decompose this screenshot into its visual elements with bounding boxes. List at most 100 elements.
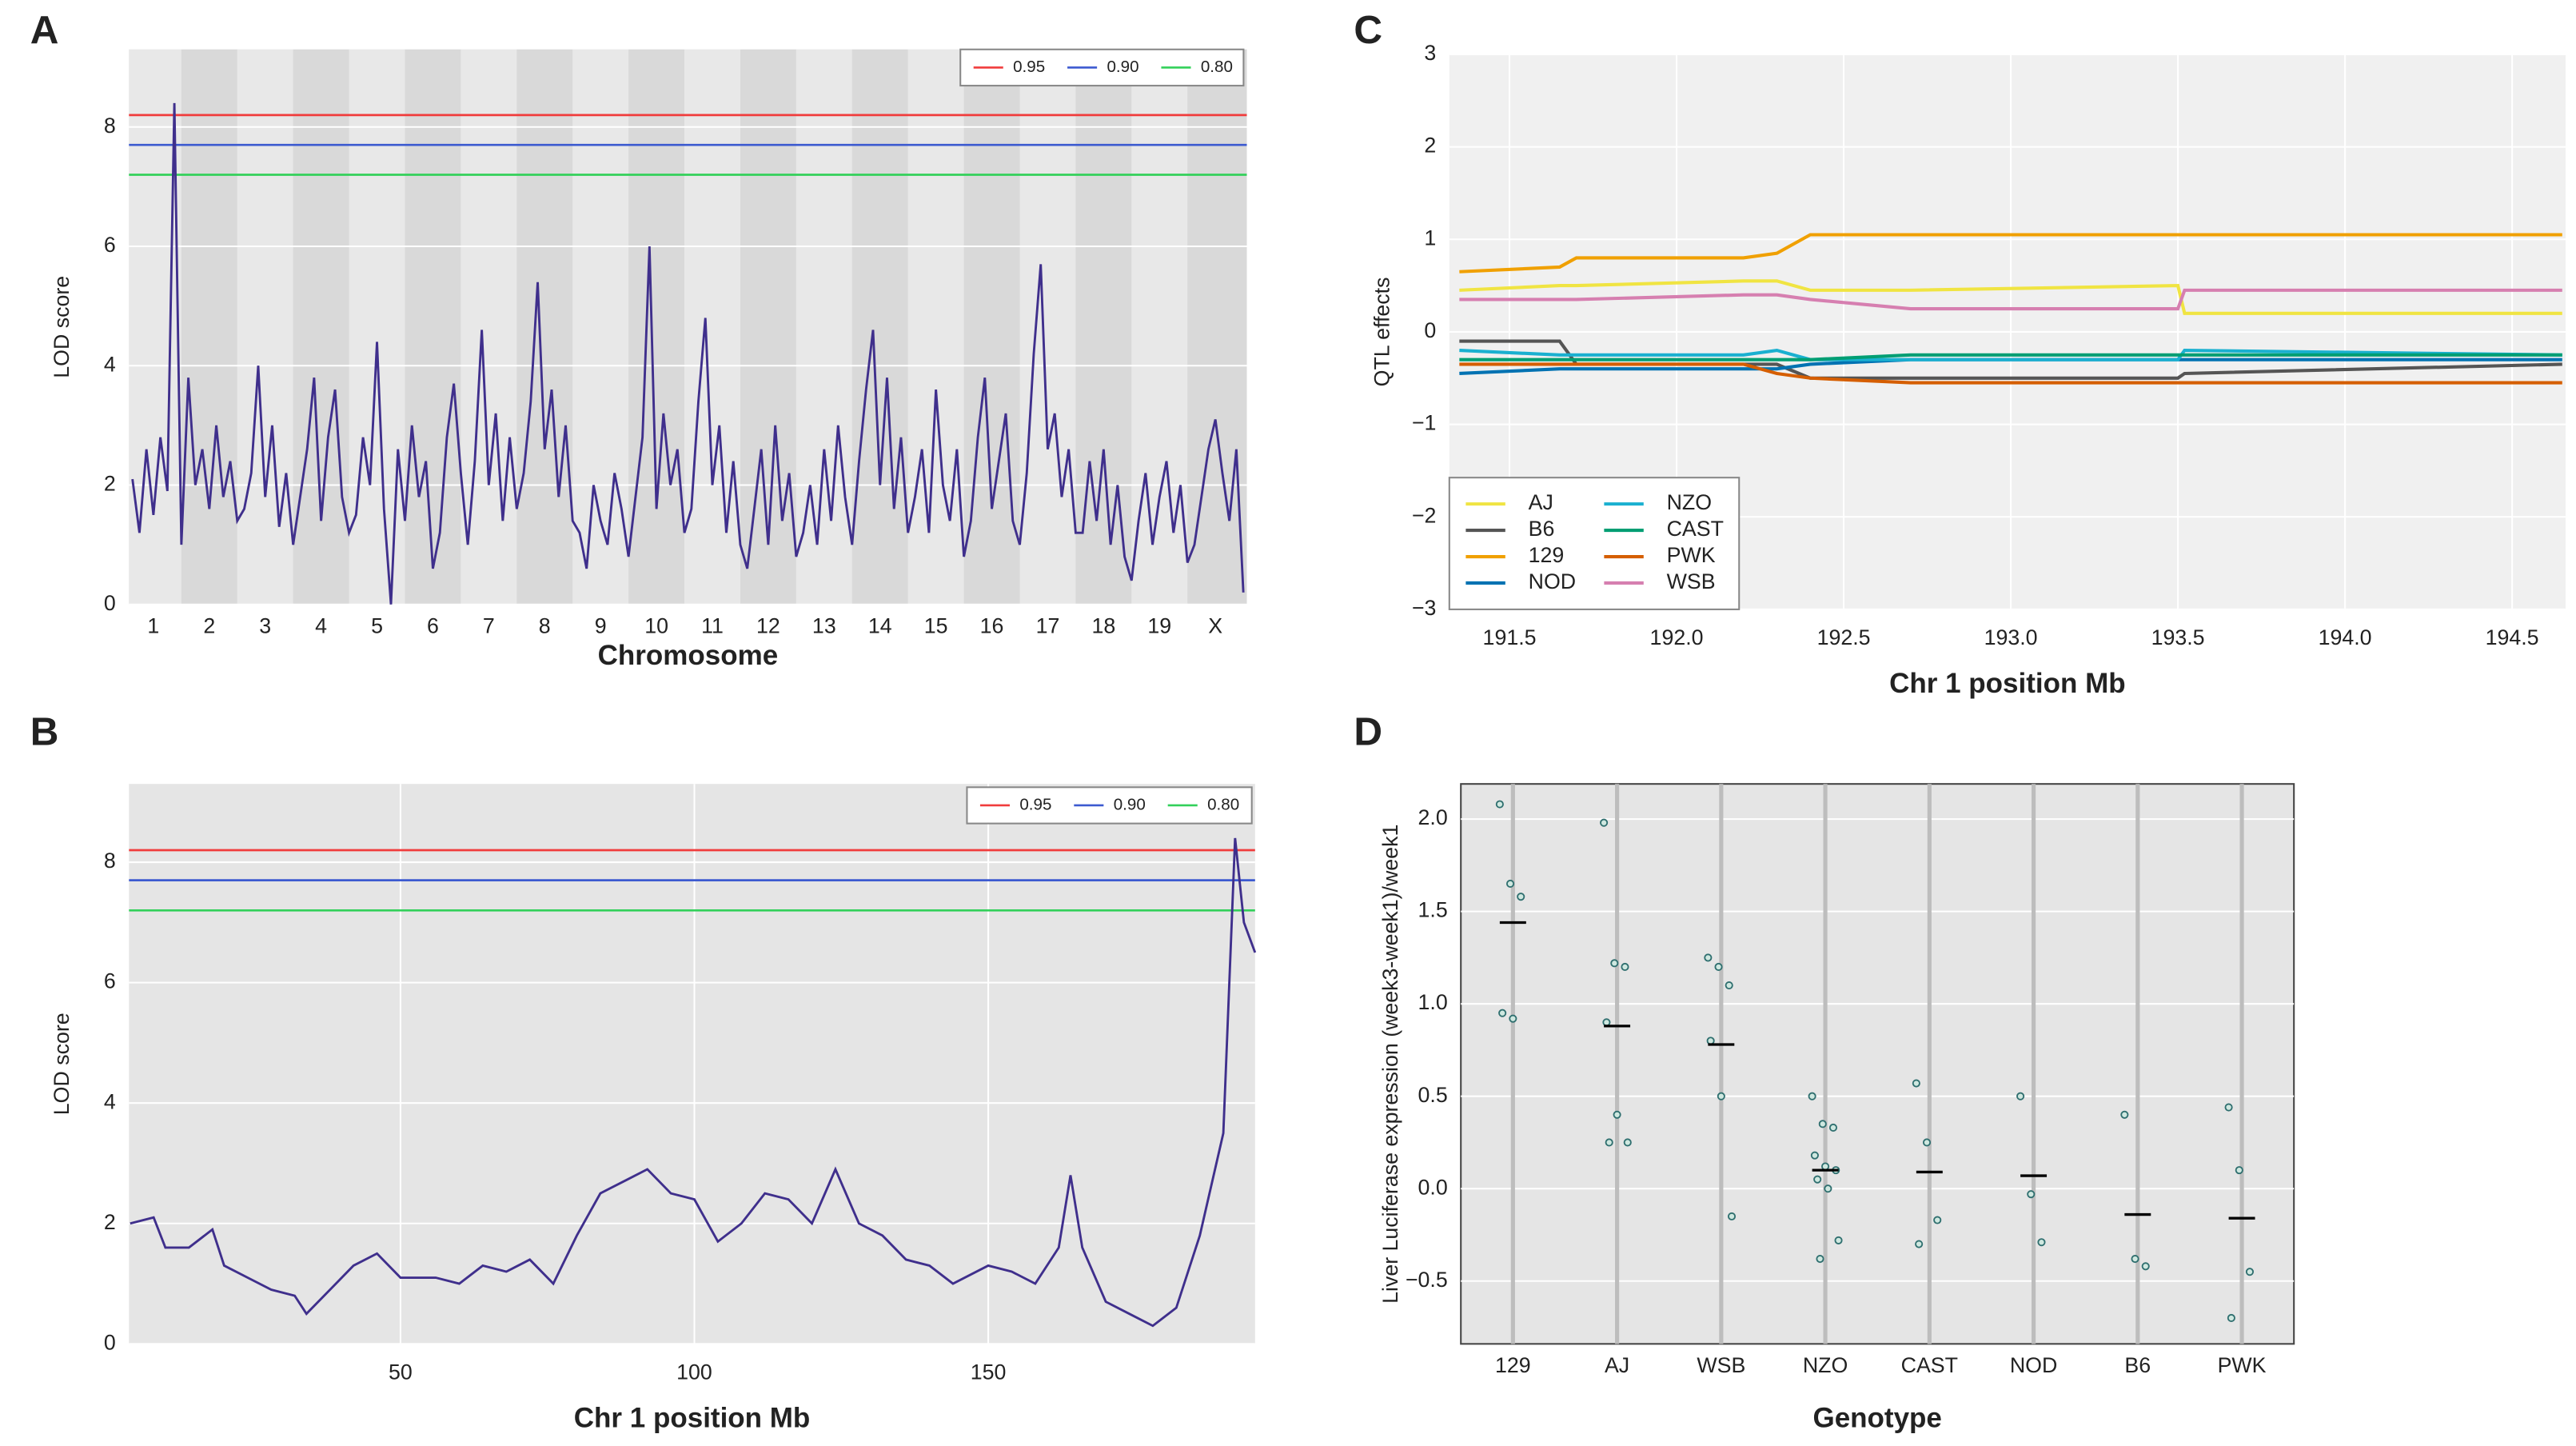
- x-tick-label: 150: [971, 1360, 1007, 1384]
- chromosome-band: [740, 49, 796, 605]
- x-tick-label: 192.5: [1817, 625, 1871, 649]
- y-tick-label: 1.5: [1418, 898, 1448, 922]
- x-tick-label: 191.5: [1483, 625, 1537, 649]
- y-tick-label: 1: [1424, 226, 1436, 250]
- data-point: [1704, 953, 1713, 962]
- data-point: [1824, 1184, 1832, 1193]
- data-line: [1459, 358, 2562, 376]
- chromosome-band: [684, 49, 740, 605]
- y-axis-title: Liver Luciferase expression (week3-week1…: [1378, 825, 1402, 1304]
- legend-label: WSB: [1667, 569, 1716, 593]
- data-point: [1813, 1175, 1822, 1184]
- data-point: [1834, 1236, 1843, 1244]
- data-point: [1706, 1037, 1715, 1045]
- y-tick-label: −2: [1412, 503, 1437, 527]
- data-line: [1459, 288, 2562, 311]
- x-tick-label: PWK: [2218, 1353, 2267, 1377]
- x-tick-label: 50: [389, 1360, 413, 1384]
- legend-label: 0.80: [1201, 58, 1233, 76]
- data-line: [131, 102, 1245, 605]
- data-point: [1816, 1254, 1824, 1264]
- panel-label: B: [30, 709, 59, 753]
- y-tick-label: −1: [1412, 411, 1437, 435]
- x-tick-label: 5: [371, 614, 383, 638]
- chromosome-band: [963, 49, 1020, 605]
- legend-label: 0.95: [1013, 58, 1045, 76]
- data-point: [1717, 1092, 1725, 1100]
- data-point: [2016, 1092, 2025, 1100]
- y-tick-label: 1.0: [1418, 990, 1448, 1014]
- data-line: [1459, 339, 2562, 380]
- data-point: [1509, 1014, 1517, 1023]
- x-tick-label: NZO: [1803, 1353, 1848, 1377]
- data-point: [2141, 1262, 2150, 1271]
- y-tick-label: 2.0: [1418, 805, 1448, 829]
- x-tick-label: B6: [2124, 1353, 2151, 1377]
- y-axis-title: LOD score: [50, 1013, 74, 1115]
- y-tick-label: 2: [1424, 134, 1436, 158]
- y-axis-title: QTL effects: [1370, 278, 1394, 387]
- legend-label: PWK: [1667, 543, 1716, 567]
- data-point: [2235, 1166, 2243, 1175]
- legend-label: CAST: [1667, 517, 1724, 541]
- x-tick-label: 16: [980, 614, 1004, 638]
- chromosome-band: [1019, 49, 1076, 605]
- x-tick-label: NOD: [2010, 1353, 2057, 1377]
- x-tick-label: 7: [483, 614, 495, 638]
- x-tick-label: 6: [427, 614, 439, 638]
- data-point: [2120, 1110, 2129, 1119]
- chromosome-band: [628, 49, 685, 605]
- y-tick-label: 3: [1424, 41, 1436, 65]
- plot-background: [129, 784, 1255, 1344]
- x-tick-label: 15: [924, 614, 948, 638]
- data-point: [1600, 818, 1609, 827]
- x-tick-label: 17: [1036, 614, 1060, 638]
- x-tick-label: 129: [1495, 1353, 1531, 1377]
- x-tick-label: CAST: [1901, 1353, 1958, 1377]
- chromosome-band: [907, 49, 964, 605]
- legend-label: AJ: [1529, 490, 1553, 514]
- y-tick-label: 6: [104, 233, 116, 257]
- y-tick-label: −0.5: [1406, 1268, 1448, 1292]
- y-tick-label: 0: [104, 591, 116, 615]
- data-point: [1610, 959, 1619, 968]
- x-tick-label: AJ: [1605, 1353, 1629, 1377]
- legend-box: [966, 786, 1253, 825]
- legend-box: [1448, 477, 1741, 610]
- data-point: [1810, 1151, 1819, 1160]
- x-tick-label: 10: [644, 614, 668, 638]
- data-point: [1933, 1216, 1942, 1224]
- legend-box: [959, 48, 1245, 87]
- y-tick-label: 4: [104, 352, 116, 376]
- y-tick-label: 0.5: [1418, 1083, 1448, 1107]
- data-point: [1915, 1240, 1924, 1248]
- legend-label: B6: [1529, 517, 1555, 541]
- data-point: [1725, 981, 1733, 990]
- x-tick-label: 2: [203, 614, 215, 638]
- x-tick-label: 193.0: [1984, 625, 2038, 649]
- x-tick-label: 14: [868, 614, 892, 638]
- x-tick-label: 1: [147, 614, 159, 638]
- data-point: [1818, 1120, 1827, 1128]
- data-line: [130, 837, 1257, 1328]
- x-tick-label: 9: [595, 614, 607, 638]
- x-tick-label: 3: [259, 614, 271, 638]
- data-point: [1621, 962, 1629, 971]
- x-tick-label: 19: [1147, 614, 1171, 638]
- y-tick-label: 4: [104, 1089, 116, 1113]
- legend-label: NOD: [1529, 569, 1576, 593]
- x-tick-label: WSB: [1697, 1353, 1745, 1377]
- data-line: [1459, 353, 2562, 362]
- chromosome-band: [181, 49, 237, 605]
- data-line: [1459, 362, 2562, 385]
- data-point: [2245, 1268, 2254, 1276]
- x-tick-label: 18: [1091, 614, 1115, 638]
- legend-label: 0.90: [1114, 795, 1146, 813]
- chromosome-band: [1131, 49, 1188, 605]
- x-axis-title: Chr 1 position Mb: [1889, 668, 2126, 699]
- x-tick-label: 194.5: [2486, 625, 2539, 649]
- data-point: [1714, 962, 1723, 971]
- data-point: [1506, 879, 1515, 889]
- data-point: [1808, 1092, 1816, 1100]
- chromosome-band: [516, 49, 573, 605]
